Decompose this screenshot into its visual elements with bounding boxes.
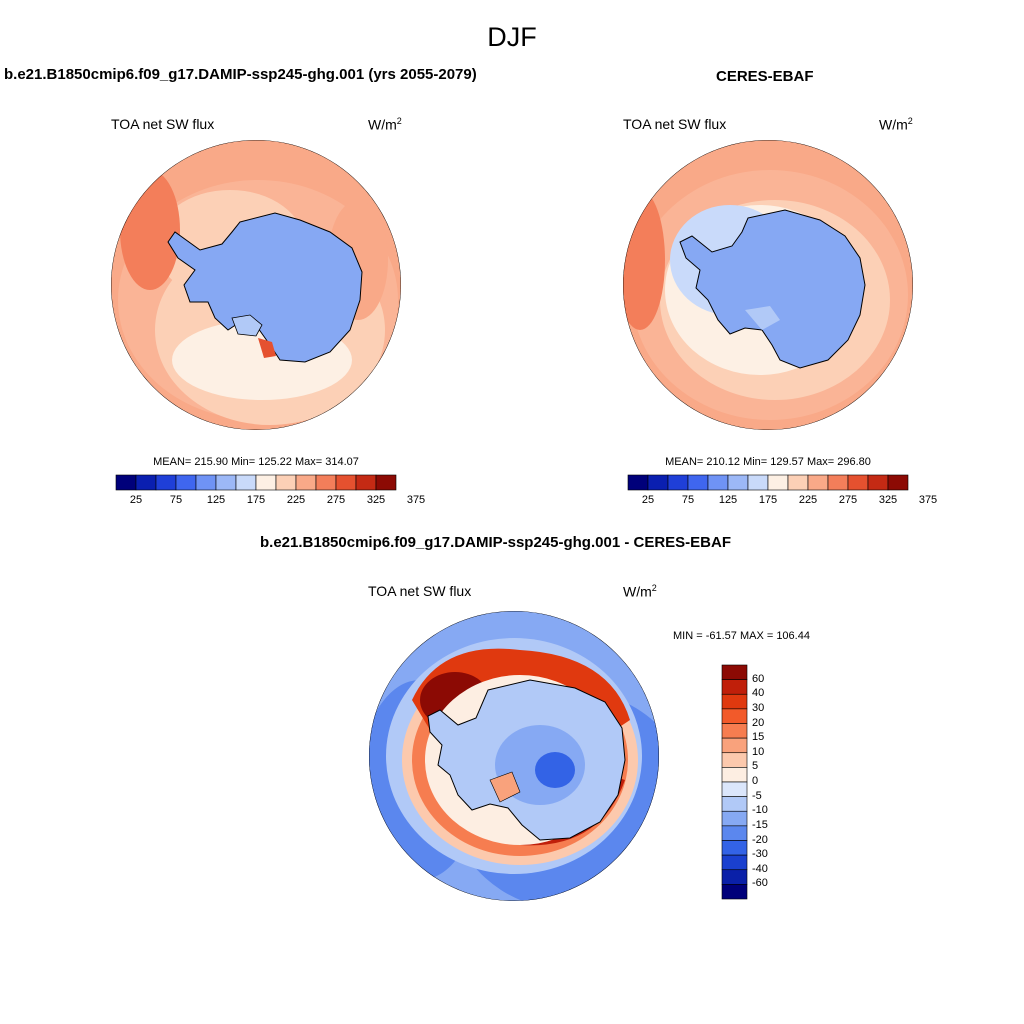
panel-diff-title: b.e21.B1850cmip6.f09_g17.DAMIP-ssp245-gh…	[260, 534, 731, 551]
antarctica-obs	[679, 209, 866, 369]
colorbar-model	[115, 474, 397, 491]
colorbar-tick-label: 325	[878, 494, 898, 506]
colorbar-swatch	[335, 474, 357, 491]
colorbar-swatch	[721, 796, 748, 812]
colorbar-diff	[721, 664, 748, 900]
colorbar-swatch	[115, 474, 137, 491]
colorbar-swatch	[721, 825, 748, 841]
colorbar-swatch	[195, 474, 217, 491]
colorbar-swatch	[627, 474, 649, 491]
colorbar-tick-label: 225	[798, 494, 818, 506]
colorbar-tick-label: 375	[406, 494, 426, 506]
colorbar-swatch	[721, 840, 748, 856]
colorbar-tick-label: 325	[366, 494, 386, 506]
colorbar-swatch	[355, 474, 377, 491]
colorbar-tick-label: 20	[752, 716, 765, 729]
panel-obs-title: CERES-EBAF	[716, 68, 814, 85]
colorbar-tick-label: 25	[129, 494, 143, 506]
colorbar-swatch	[887, 474, 909, 491]
colorbar-swatch	[827, 474, 849, 491]
colorbar-swatch	[721, 752, 748, 768]
colorbar-swatch	[787, 474, 809, 491]
panel-model-units: W/m2	[368, 116, 402, 133]
colorbar-tick-label: -60	[752, 877, 768, 890]
colorbar-tick-label: -40	[752, 862, 768, 875]
colorbar-tick-label: 75	[681, 494, 695, 506]
colorbar-swatch	[747, 474, 769, 491]
colorbar-swatch	[721, 679, 748, 695]
colorbar-swatch	[295, 474, 317, 491]
colorbar-tick-label: 60	[752, 672, 765, 685]
colorbar-tick-label: -5	[752, 789, 762, 802]
colorbar-tick-label: 15	[752, 731, 765, 744]
colorbar-tick-label: 375	[918, 494, 938, 506]
colorbar-tick-label: -10	[752, 804, 768, 817]
colorbar-swatch	[721, 723, 748, 739]
colorbar-tick-label: 125	[206, 494, 226, 506]
colorbar-swatch	[687, 474, 709, 491]
map-obs	[623, 140, 913, 430]
colorbar-swatch	[867, 474, 889, 491]
panel-obs-units: W/m2	[879, 116, 913, 133]
colorbar-swatch	[721, 708, 748, 724]
colorbar-swatch	[215, 474, 237, 491]
colorbar-tick-label: 175	[758, 494, 778, 506]
figure-title: DJF	[487, 22, 537, 52]
colorbar-tick-label: -15	[752, 818, 768, 831]
colorbar-swatch	[375, 474, 397, 491]
colorbar-swatch	[721, 781, 748, 797]
colorbar-tick-label: 75	[169, 494, 183, 506]
colorbar-tick-label: -30	[752, 848, 768, 861]
colorbar-swatch	[235, 474, 257, 491]
colorbar-swatch	[721, 737, 748, 754]
colorbar-tick-label: 40	[752, 687, 765, 700]
colorbar-swatch	[721, 869, 748, 885]
colorbar-swatch	[275, 474, 297, 491]
colorbar-swatch	[667, 474, 689, 491]
colorbar-tick-label: 225	[286, 494, 306, 506]
colorbar-swatch	[721, 767, 748, 783]
colorbar-swatch	[175, 474, 197, 491]
colorbar-obs	[627, 474, 909, 491]
colorbar-swatch	[721, 664, 748, 680]
colorbar-swatch	[721, 884, 748, 900]
colorbar-tick-label: 275	[838, 494, 858, 506]
colorbar-swatch	[707, 474, 729, 491]
panel-diff-stats: MIN = -61.57 MAX = 106.44	[673, 630, 810, 642]
colorbar-tick-label: -20	[752, 833, 768, 846]
panel-model-stats: MEAN= 215.90 Min= 125.22 Max= 314.07	[153, 456, 359, 468]
colorbar-swatch	[721, 854, 748, 871]
map-model	[111, 140, 401, 430]
panel-obs-stats: MEAN= 210.12 Min= 129.57 Max= 296.80	[665, 456, 871, 468]
colorbar-swatch	[727, 474, 749, 491]
colorbar-swatch	[255, 474, 277, 491]
colorbar-swatch	[807, 474, 829, 491]
colorbar-tick-label: 275	[326, 494, 346, 506]
colorbar-tick-label: 30	[752, 701, 765, 714]
colorbar-tick-label: 25	[641, 494, 655, 506]
colorbar-swatch	[767, 474, 789, 491]
colorbar-swatch	[315, 474, 337, 491]
colorbar-swatch	[847, 474, 869, 491]
colorbar-swatch	[155, 474, 177, 491]
colorbar-swatch	[721, 810, 748, 827]
colorbar-swatch	[721, 693, 748, 710]
panel-model-title: b.e21.B1850cmip6.f09_g17.DAMIP-ssp245-gh…	[4, 66, 477, 83]
panel-diff-variable: TOA net SW flux	[368, 583, 472, 599]
colorbar-swatch	[135, 474, 157, 491]
colorbar-tick-label: 175	[246, 494, 266, 506]
colorbar-tick-label: 0	[752, 775, 759, 787]
panel-model-variable: TOA net SW flux	[111, 116, 215, 132]
colorbar-tick-label: 10	[752, 745, 765, 758]
colorbar-tick-label: 5	[752, 760, 759, 773]
panel-diff-units: W/m2	[623, 583, 657, 600]
colorbar-swatch	[647, 474, 669, 491]
map-diff	[369, 611, 659, 901]
panel-obs-variable: TOA net SW flux	[623, 116, 727, 132]
colorbar-tick-label: 125	[718, 494, 738, 506]
